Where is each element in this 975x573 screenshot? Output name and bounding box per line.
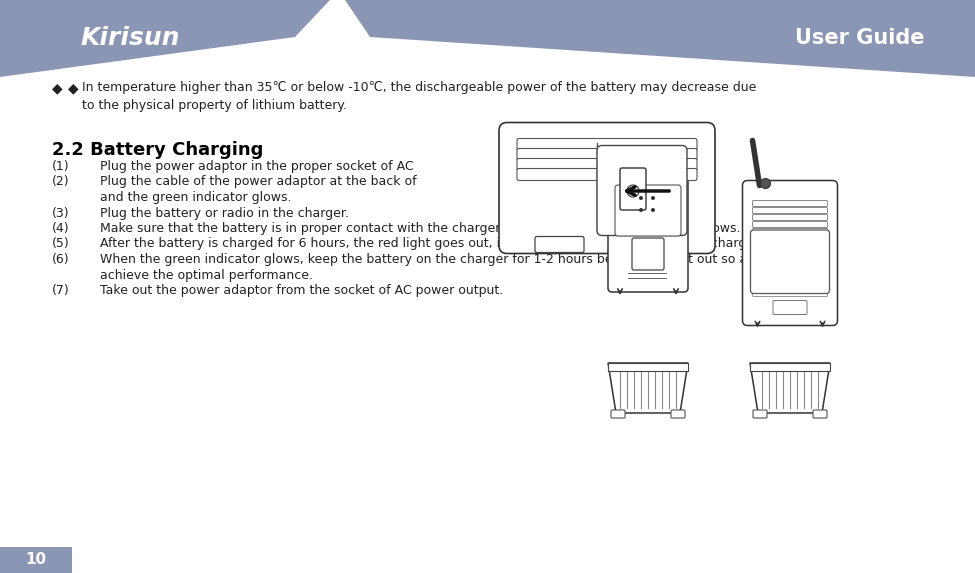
Text: Kirisun: Kirisun xyxy=(80,26,179,50)
Text: (1): (1) xyxy=(52,160,69,173)
Polygon shape xyxy=(750,363,830,413)
FancyBboxPatch shape xyxy=(753,410,767,418)
Circle shape xyxy=(627,185,639,197)
FancyBboxPatch shape xyxy=(517,168,697,180)
Text: (7): (7) xyxy=(52,284,70,297)
Text: 2.2 Battery Charging: 2.2 Battery Charging xyxy=(52,141,263,159)
Text: Plug the power adaptor in the proper socket of AC                             po: Plug the power adaptor in the proper soc… xyxy=(100,160,571,173)
FancyBboxPatch shape xyxy=(517,159,697,171)
Polygon shape xyxy=(345,0,975,77)
FancyBboxPatch shape xyxy=(743,180,838,325)
FancyBboxPatch shape xyxy=(773,300,807,315)
FancyBboxPatch shape xyxy=(611,410,625,418)
Text: Plug the cable of the power adaptor at the back of                              : Plug the cable of the power adaptor at t… xyxy=(100,175,622,189)
Text: In temperature higher than 35℃ or below -10℃, the dischargeable power of the bat: In temperature higher than 35℃ or below … xyxy=(82,81,757,94)
Text: achieve the optimal performance.: achieve the optimal performance. xyxy=(100,269,313,281)
FancyBboxPatch shape xyxy=(671,410,685,418)
FancyBboxPatch shape xyxy=(813,410,827,418)
FancyBboxPatch shape xyxy=(753,222,828,227)
Text: When the green indicator glows, keep the battery on the charger for 1-2 hours be: When the green indicator glows, keep the… xyxy=(100,253,770,266)
Text: (2): (2) xyxy=(52,175,69,189)
Text: (3): (3) xyxy=(52,206,69,219)
Text: Plug the battery or radio in the charger.: Plug the battery or radio in the charger… xyxy=(100,206,349,219)
Text: ◆: ◆ xyxy=(68,81,79,95)
FancyBboxPatch shape xyxy=(750,363,830,371)
Circle shape xyxy=(639,196,643,200)
Circle shape xyxy=(651,208,655,212)
FancyBboxPatch shape xyxy=(615,185,681,236)
FancyBboxPatch shape xyxy=(535,237,584,253)
FancyBboxPatch shape xyxy=(753,201,828,206)
Text: Make sure that the battery is in proper contact with the charger terminal, and t: Make sure that the battery is in proper … xyxy=(100,222,740,235)
FancyBboxPatch shape xyxy=(751,230,830,293)
FancyBboxPatch shape xyxy=(753,214,828,221)
Text: ◆: ◆ xyxy=(52,81,62,95)
FancyBboxPatch shape xyxy=(753,278,828,286)
Text: to the physical property of lithium battery.: to the physical property of lithium batt… xyxy=(82,99,347,112)
FancyBboxPatch shape xyxy=(608,174,688,292)
Bar xyxy=(0,547,72,573)
FancyBboxPatch shape xyxy=(620,168,646,210)
Text: After the battery is charged for 6 hours, the red light goes out, indicating tha: After the battery is charged for 6 hours… xyxy=(100,237,766,250)
FancyBboxPatch shape xyxy=(608,363,688,371)
FancyBboxPatch shape xyxy=(517,148,697,160)
FancyBboxPatch shape xyxy=(753,229,828,234)
Text: (4): (4) xyxy=(52,222,69,235)
FancyBboxPatch shape xyxy=(753,207,828,214)
FancyBboxPatch shape xyxy=(632,238,664,270)
FancyBboxPatch shape xyxy=(753,249,828,266)
Circle shape xyxy=(760,179,770,189)
Text: User Guide: User Guide xyxy=(796,28,924,48)
FancyBboxPatch shape xyxy=(753,288,828,296)
FancyBboxPatch shape xyxy=(499,123,715,253)
Text: Take out the power adaptor from the socket of AC power output.: Take out the power adaptor from the sock… xyxy=(100,284,503,297)
Polygon shape xyxy=(0,0,330,77)
Polygon shape xyxy=(608,363,688,413)
Text: (6): (6) xyxy=(52,253,69,266)
Circle shape xyxy=(639,208,643,212)
FancyBboxPatch shape xyxy=(517,139,697,151)
FancyBboxPatch shape xyxy=(597,146,687,236)
Text: 10: 10 xyxy=(25,552,47,567)
Circle shape xyxy=(651,196,655,200)
Text: and the green indicator glows.: and the green indicator glows. xyxy=(100,191,292,204)
Text: (5): (5) xyxy=(52,237,70,250)
